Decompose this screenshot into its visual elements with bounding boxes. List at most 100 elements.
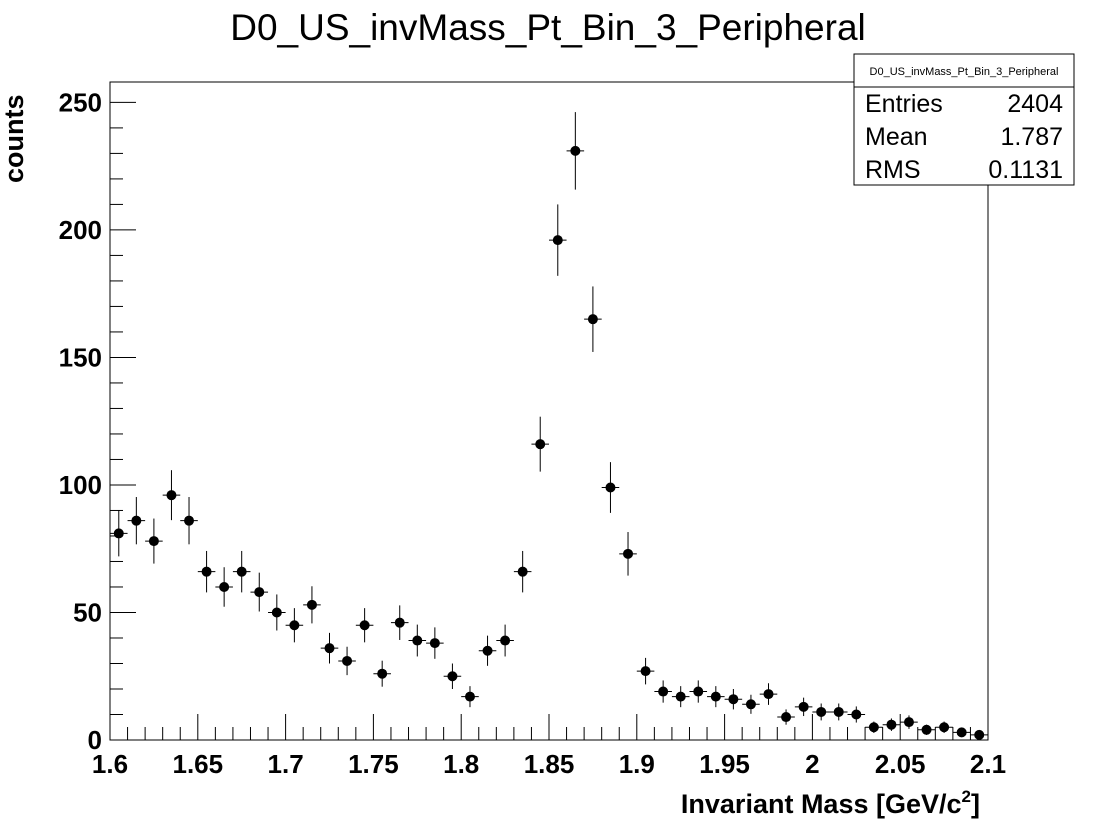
point-marker (412, 635, 423, 646)
point-marker (640, 666, 651, 677)
stats-rms-label: RMS (865, 156, 921, 184)
data-point (900, 715, 918, 729)
x-tick-label: 1.6 (92, 749, 128, 779)
data-point (180, 497, 198, 545)
point-marker (464, 691, 475, 702)
data-point (636, 657, 655, 685)
data-point (812, 703, 830, 721)
y-tick-label: 0 (88, 725, 102, 755)
point-marker (851, 709, 862, 720)
x-tick-label: 1.95 (699, 749, 750, 779)
data-point (619, 532, 637, 576)
x-tick-label: 2.05 (875, 749, 926, 779)
x-axis-label-end: ] (971, 789, 980, 819)
point-marker (236, 566, 247, 577)
data-point (127, 497, 146, 545)
x-tick-label: 1.85 (524, 749, 575, 779)
point-marker (939, 722, 950, 733)
point-marker (886, 719, 897, 730)
point-marker (974, 729, 985, 740)
point-marker (781, 712, 792, 723)
stats-box-frame (853, 53, 1075, 186)
point-marker (148, 536, 159, 547)
data-point (496, 624, 514, 657)
data-point (461, 686, 479, 708)
x-axis-label-superscript: 2 (962, 787, 971, 806)
data-point (513, 550, 532, 593)
point-marker (552, 235, 563, 246)
point-marker (377, 668, 388, 679)
stats-mean-value: 1.787 (1000, 123, 1063, 151)
x-tick-label: 1.65 (172, 749, 223, 779)
stats-box: D0_US_invMass_Pt_Bin_3_Peripheral Entrie… (853, 53, 1075, 186)
point-marker (675, 691, 686, 702)
data-point (935, 721, 953, 733)
point-marker (517, 566, 528, 577)
point-marker (500, 635, 511, 646)
data-point (408, 624, 427, 657)
data-point (426, 627, 444, 659)
data-point (970, 729, 988, 740)
point-marker (745, 699, 756, 710)
data-point (268, 594, 286, 631)
point-marker (728, 694, 739, 705)
chart-title: D0_US_invMass_Pt_Bin_3_Peripheral (230, 7, 866, 48)
data-point (285, 608, 304, 643)
point-marker (394, 617, 405, 628)
data-point (654, 680, 672, 703)
point-marker (219, 581, 230, 592)
point-marker (763, 689, 774, 700)
data-point (742, 694, 760, 714)
data-points (110, 112, 988, 740)
y-tick-label: 100 (59, 470, 102, 500)
point-marker (271, 607, 282, 618)
point-marker (868, 722, 879, 733)
x-axis-ticks (109, 714, 989, 740)
point-marker (429, 638, 440, 649)
point-marker (535, 439, 546, 450)
data-point (443, 663, 462, 689)
point-marker (798, 701, 809, 712)
data-point (794, 697, 813, 717)
y-axis-label: counts (0, 94, 29, 183)
data-point (566, 112, 585, 190)
x-tick-label: 1.8 (443, 749, 479, 779)
data-point (707, 686, 725, 708)
x-axis-tick-labels: 1.6 1.65 1.7 1.75 1.8 1.85 1.9 1.95 2 2.05 2.1 (92, 749, 1006, 779)
x-tick-label: 1.9 (619, 749, 655, 779)
point-marker (166, 490, 177, 501)
data-point (478, 635, 497, 666)
point-marker (605, 482, 616, 493)
data-point (110, 510, 128, 557)
y-tick-label: 200 (59, 215, 102, 245)
y-axis-ticks (110, 101, 136, 741)
data-point (584, 286, 602, 352)
point-marker (289, 620, 300, 631)
point-marker (833, 706, 844, 717)
data-point (232, 550, 251, 593)
data-point (250, 572, 269, 612)
stats-box-title: D0_US_invMass_Pt_Bin_3_Peripheral (870, 66, 1059, 78)
x-tick-label: 1.75 (348, 749, 399, 779)
y-tick-label: 150 (59, 342, 102, 372)
point-marker (359, 620, 370, 631)
point-marker (956, 727, 967, 738)
data-point (759, 683, 778, 705)
data-point (865, 721, 883, 733)
x-tick-label: 1.7 (268, 749, 304, 779)
point-marker (587, 314, 598, 325)
data-point (145, 518, 163, 564)
data-point (215, 567, 233, 607)
point-marker (903, 717, 914, 728)
point-marker (131, 515, 142, 526)
data-point (601, 462, 620, 513)
data-point (847, 706, 866, 723)
data-point (355, 608, 374, 643)
stats-entries-label: Entries (865, 90, 943, 118)
data-point (917, 724, 936, 735)
data-point (952, 727, 971, 738)
point-marker (342, 655, 353, 666)
x-tick-label: 2.1 (970, 749, 1006, 779)
data-point (197, 550, 216, 593)
